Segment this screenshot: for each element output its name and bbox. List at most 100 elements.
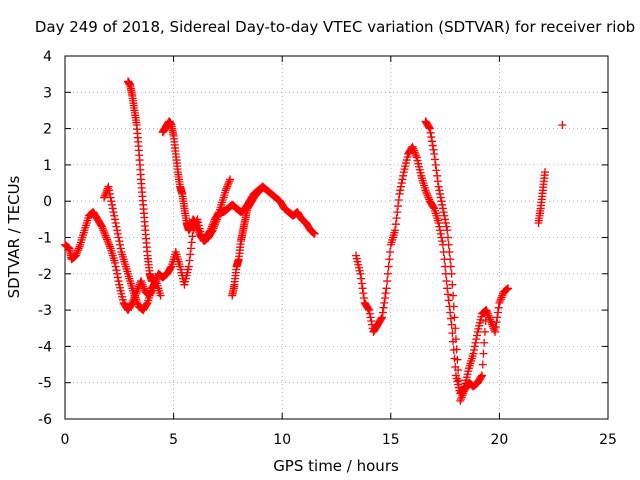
data-point [435, 186, 444, 195]
data-point [211, 218, 220, 227]
x-tick-label: 0 [61, 432, 70, 448]
x-tick-label: 20 [490, 432, 508, 448]
data-point [103, 237, 112, 246]
y-tick-label: -2 [38, 267, 52, 283]
data-point [383, 269, 392, 278]
data-point [392, 214, 401, 223]
data-point [496, 297, 505, 306]
data-point [478, 371, 487, 380]
data-point [441, 215, 450, 224]
data-point [438, 200, 447, 209]
y-tick-label: 3 [43, 85, 52, 101]
data-point [493, 308, 502, 317]
data-point [439, 208, 448, 217]
data-point [443, 284, 452, 293]
data-point [452, 345, 461, 354]
y-tick-label: 4 [43, 49, 52, 65]
data-point [480, 338, 489, 347]
data-point [424, 193, 433, 202]
data-point [71, 251, 80, 260]
data-point [367, 316, 376, 325]
y-tick-label: -4 [38, 339, 52, 355]
data-point [442, 222, 451, 231]
data-point [558, 120, 567, 129]
data-point [435, 222, 444, 231]
data-point [97, 222, 106, 231]
y-tick-label: 1 [43, 158, 52, 174]
data-point [156, 291, 165, 300]
data-point [366, 313, 375, 322]
data-point [111, 218, 120, 227]
data-point [105, 186, 114, 195]
data-point [495, 298, 504, 307]
data-point [382, 284, 391, 293]
data-point [485, 315, 494, 324]
data-point [469, 349, 478, 358]
data-point [433, 177, 442, 186]
tick-labels: 0 5 10 15 20 25 -6 -5 -4 -3 -2 -1 0 1 2 3 4 [38, 49, 617, 448]
data-point [131, 295, 140, 304]
data-point [412, 151, 421, 160]
data-point [74, 244, 83, 253]
y-tick-label: -5 [38, 376, 52, 392]
data-point [226, 175, 235, 184]
data-point [421, 186, 430, 195]
data-point [447, 320, 456, 329]
data-point [447, 269, 456, 278]
data-point [111, 262, 120, 271]
y-tick-label: -1 [38, 231, 52, 247]
data-point [438, 204, 447, 213]
data-point [396, 186, 405, 195]
data-point [115, 237, 124, 246]
data-point [470, 342, 479, 351]
data-point [410, 148, 419, 157]
y-axis-label: SDTVAR / TECUs [5, 175, 23, 298]
data-point [113, 269, 122, 278]
data-point [422, 188, 431, 197]
data-point [100, 191, 109, 200]
data-point [133, 298, 142, 307]
data-point [360, 294, 369, 302]
data-point [440, 211, 449, 220]
x-tick-label: 25 [599, 432, 617, 448]
data-point [184, 262, 193, 271]
data-point [130, 291, 139, 300]
data-point [357, 279, 366, 288]
data-point [113, 273, 122, 282]
y-tick-label: -6 [38, 412, 52, 428]
data-point [437, 197, 446, 206]
data-point [100, 228, 109, 237]
data-point [112, 266, 121, 275]
data-point [423, 189, 431, 198]
x-axis-label: GPS time / hours [273, 457, 399, 475]
data-point [102, 233, 111, 242]
data-point [448, 280, 457, 289]
data-point [131, 293, 140, 302]
data-point [408, 142, 417, 151]
data-point [378, 313, 387, 322]
data-point [100, 229, 109, 238]
data-point [104, 182, 113, 191]
data-point [442, 277, 451, 286]
data-point [449, 291, 458, 300]
data-point [479, 349, 488, 358]
data-point [428, 137, 437, 146]
data-point [104, 238, 113, 247]
data-point [436, 229, 445, 238]
data-point [381, 289, 390, 298]
data-point [116, 240, 125, 249]
data-point [438, 237, 447, 246]
data-point [103, 184, 112, 193]
data-point [459, 389, 468, 398]
data-point [109, 208, 118, 217]
data-point [471, 338, 480, 347]
data-point [482, 306, 491, 315]
data-point [504, 284, 513, 293]
data-point [110, 215, 119, 224]
data-point [377, 314, 386, 323]
y-tick-label: -3 [38, 303, 52, 319]
data-point [139, 282, 148, 291]
data-point [481, 316, 490, 325]
